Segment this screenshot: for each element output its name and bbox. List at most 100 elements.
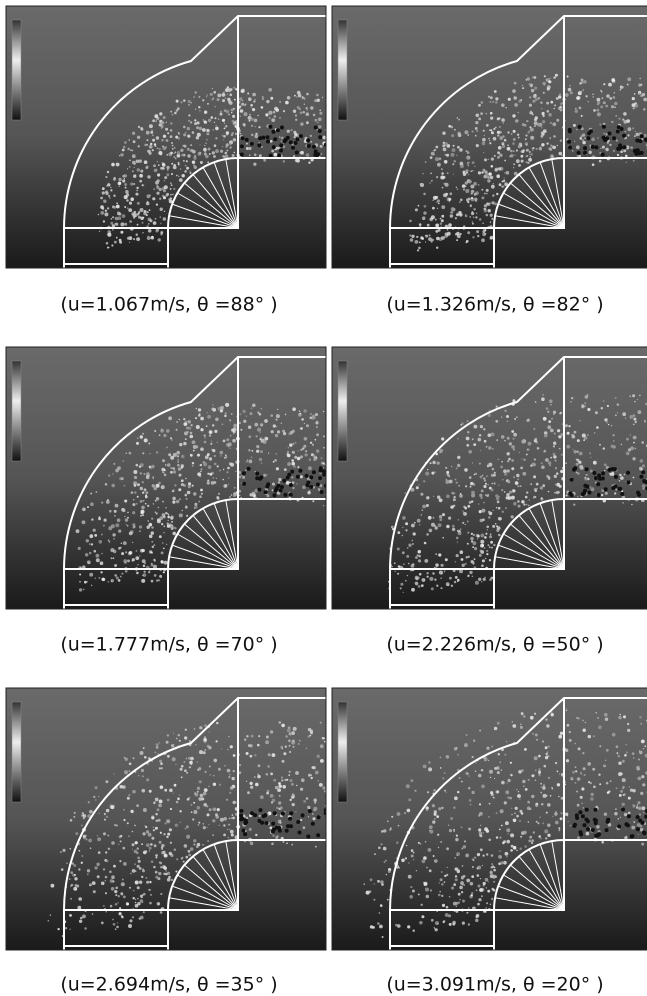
particle [581, 492, 585, 496]
particle [512, 721, 514, 723]
particle [190, 454, 193, 457]
particle [609, 97, 612, 100]
particle [136, 550, 138, 552]
particle [489, 803, 491, 805]
particle [481, 238, 485, 242]
particle [520, 151, 521, 152]
particle [540, 792, 542, 794]
particle [318, 118, 322, 122]
particle [488, 816, 489, 817]
particle [441, 564, 444, 567]
particle [279, 721, 282, 724]
particle [204, 437, 205, 438]
particle [527, 448, 530, 451]
particle [613, 440, 615, 442]
particle [491, 854, 494, 857]
particle [183, 442, 186, 445]
particle [150, 219, 153, 222]
particle [498, 855, 502, 859]
particle [288, 739, 291, 742]
particle [467, 521, 469, 523]
particle [110, 807, 111, 808]
particle [312, 145, 316, 149]
particle [138, 202, 140, 204]
particle [568, 129, 572, 133]
particle [512, 724, 516, 728]
particle [626, 744, 627, 745]
particle [603, 101, 606, 104]
particle [542, 822, 544, 824]
particle [271, 118, 275, 122]
particle [166, 173, 169, 176]
particle [407, 547, 409, 549]
particle [553, 135, 555, 137]
particle [295, 114, 297, 116]
particle [433, 789, 436, 792]
particle [593, 109, 596, 112]
particle [507, 469, 510, 472]
particle [449, 480, 453, 484]
particle [161, 208, 163, 210]
particle [181, 776, 183, 778]
particle [501, 461, 503, 463]
particle [187, 135, 190, 138]
particle [174, 527, 176, 529]
particle [137, 898, 139, 900]
particle [292, 793, 295, 796]
particle [308, 162, 310, 164]
particle [121, 894, 123, 896]
particle [279, 101, 281, 103]
particle [133, 499, 135, 501]
particle [479, 218, 482, 221]
particle [488, 414, 491, 417]
particle [590, 457, 591, 458]
particle [458, 754, 459, 755]
particle [180, 168, 182, 170]
particle [81, 825, 83, 827]
particle [153, 802, 156, 805]
particle [637, 823, 641, 827]
particle [502, 479, 503, 480]
particle [477, 874, 480, 877]
particle [534, 87, 537, 90]
particle [146, 472, 149, 475]
particle [144, 144, 147, 147]
particle [175, 764, 176, 765]
particle [213, 477, 215, 479]
particle [114, 241, 117, 244]
particle [232, 115, 235, 118]
particle [513, 138, 516, 141]
particle [576, 791, 578, 793]
particle [306, 153, 310, 157]
particle [496, 812, 498, 814]
particle [233, 87, 235, 89]
particle [619, 146, 623, 150]
particle [111, 484, 115, 488]
particle [170, 188, 172, 190]
particle [470, 486, 472, 488]
particle [567, 76, 569, 78]
particle [233, 494, 236, 497]
particle [508, 98, 511, 101]
particle [487, 464, 489, 466]
particle [590, 487, 594, 491]
particle [519, 820, 521, 822]
particle [92, 881, 96, 885]
particle [609, 144, 611, 146]
particle [166, 166, 169, 169]
particle [318, 129, 322, 133]
particle [197, 472, 201, 476]
particle [132, 503, 135, 506]
particle [223, 440, 226, 443]
particle [189, 740, 191, 742]
particle [559, 93, 561, 95]
particle [113, 178, 116, 181]
particle [137, 886, 140, 889]
particle [196, 408, 198, 410]
particle [617, 752, 619, 754]
particle [587, 762, 591, 766]
particle [530, 716, 534, 720]
particle [421, 584, 424, 587]
particle [168, 416, 172, 420]
particle [163, 189, 166, 192]
